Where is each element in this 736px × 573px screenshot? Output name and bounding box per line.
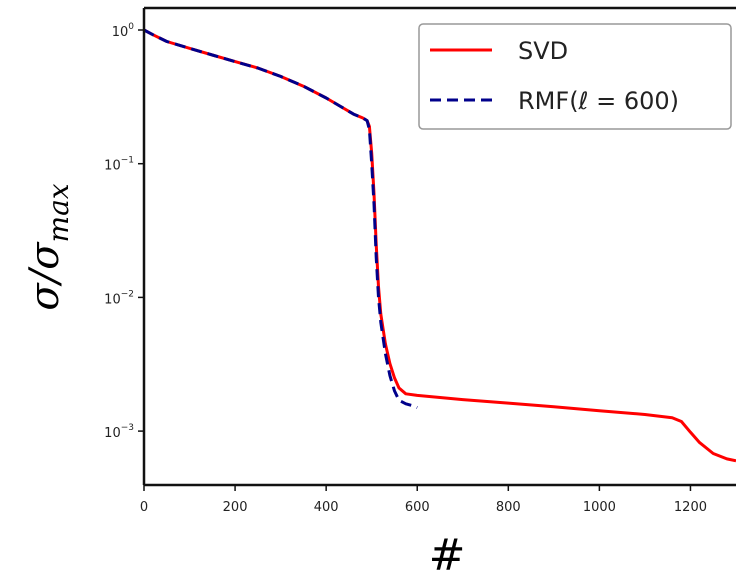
y-tick-base: 10 bbox=[104, 292, 121, 307]
y-axis-label: σ/σmax bbox=[22, 183, 75, 310]
legend-box bbox=[418, 23, 732, 130]
legend: SVD RMF(ℓ = 600) bbox=[418, 23, 732, 130]
x-tick-label: 1000 bbox=[583, 500, 616, 515]
x-tick-label: 800 bbox=[496, 500, 521, 515]
y-tick-label: 100 bbox=[112, 22, 135, 40]
y-tick-exponent: −2 bbox=[121, 289, 134, 299]
legend-label-rmf: RMF(ℓ = 600) bbox=[518, 87, 679, 115]
legend-label-svd: SVD bbox=[518, 37, 568, 65]
series-layer bbox=[144, 28, 736, 463]
y-tick-base: 10 bbox=[104, 426, 121, 441]
x-tick-label: 400 bbox=[314, 500, 339, 515]
x-tick-label: 600 bbox=[405, 500, 430, 515]
y-tick-exponent: −1 bbox=[121, 156, 134, 166]
y-tick-base: 10 bbox=[104, 159, 121, 174]
axes bbox=[142, 6, 736, 487]
x-axis-label: # bbox=[429, 530, 466, 573]
series-line-rmf bbox=[144, 28, 418, 409]
x-tick-label: 200 bbox=[223, 500, 248, 515]
y-tick-exponent: 0 bbox=[128, 22, 134, 32]
x-tick-label: 1200 bbox=[674, 500, 707, 515]
y-tick-exponent: −3 bbox=[121, 423, 134, 433]
x-tick-label: 0 bbox=[140, 500, 148, 515]
y-tick-label: 10−3 bbox=[104, 423, 134, 441]
y-tick-label: 10−1 bbox=[104, 156, 134, 174]
x-ticks: 0 200 400 600 800 1000 1200 bbox=[140, 485, 707, 515]
y-axis-label-base: σ/σ bbox=[22, 241, 68, 311]
y-axis-label-subscript: max bbox=[42, 183, 75, 242]
y-tick-label: 10−2 bbox=[104, 289, 134, 307]
y-tick-base: 10 bbox=[112, 25, 129, 40]
